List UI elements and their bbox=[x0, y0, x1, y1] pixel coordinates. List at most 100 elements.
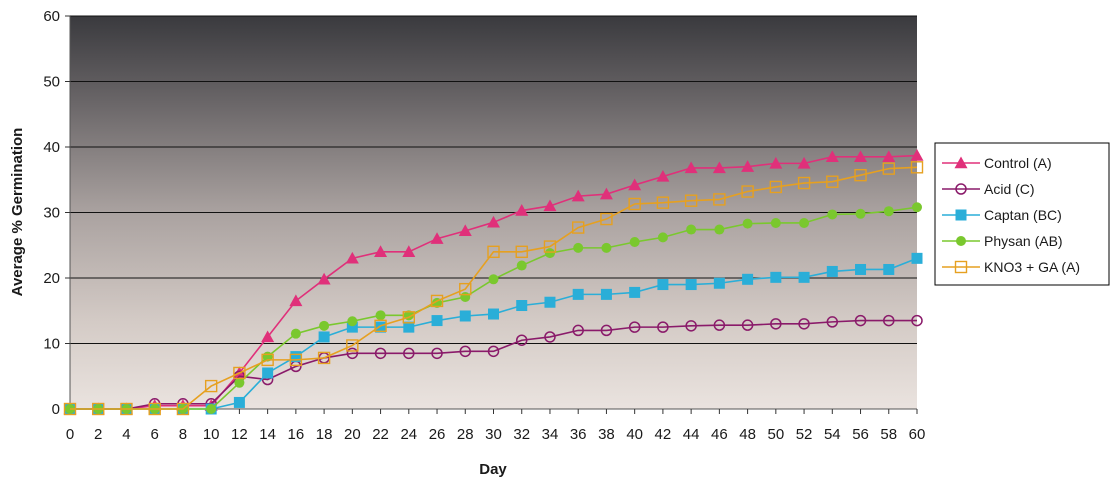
data-point bbox=[684, 161, 698, 174]
legend-item: Acid (C) bbox=[942, 181, 1035, 197]
data-point bbox=[402, 311, 415, 324]
data-point bbox=[797, 156, 811, 169]
series-4 bbox=[63, 161, 924, 416]
x-tick-label: 24 bbox=[400, 426, 417, 443]
data-point bbox=[572, 324, 584, 337]
data-point bbox=[572, 221, 585, 234]
data-point bbox=[290, 328, 301, 339]
data-point bbox=[317, 351, 331, 365]
legend-marker bbox=[955, 183, 967, 195]
data-point bbox=[912, 202, 922, 213]
y-tick-label: 20 bbox=[43, 270, 60, 287]
x-tick-label: 42 bbox=[655, 426, 672, 443]
x-tick-label: 6 bbox=[151, 426, 159, 443]
data-point bbox=[910, 149, 924, 161]
data-point bbox=[685, 279, 697, 291]
data-point bbox=[713, 193, 726, 206]
data-point bbox=[571, 189, 585, 202]
legend-item: KNO3 + GA (A) bbox=[942, 259, 1080, 275]
x-tick-label: 38 bbox=[598, 426, 615, 443]
data-point bbox=[375, 321, 387, 333]
legend-item: Captan (BC) bbox=[942, 207, 1062, 223]
x-tick-label: 54 bbox=[824, 426, 841, 443]
data-point bbox=[234, 377, 245, 388]
data-point bbox=[599, 187, 613, 200]
data-point bbox=[798, 271, 810, 283]
x-tick-label: 44 bbox=[683, 426, 700, 443]
x-tick-label: 36 bbox=[570, 426, 587, 443]
data-point bbox=[204, 379, 218, 393]
x-tick-label: 0 bbox=[66, 426, 74, 443]
data-point bbox=[769, 180, 783, 194]
data-point bbox=[882, 150, 896, 163]
data-point bbox=[742, 273, 754, 285]
data-point bbox=[770, 271, 782, 283]
data-point bbox=[797, 176, 811, 190]
data-point bbox=[600, 212, 613, 226]
x-tick-label: 28 bbox=[457, 426, 474, 443]
data-point bbox=[686, 224, 697, 235]
legend-item: Physan (AB) bbox=[942, 233, 1063, 249]
data-point bbox=[601, 242, 612, 253]
data-point bbox=[516, 260, 527, 271]
y-tick-label: 50 bbox=[43, 74, 60, 91]
data-point bbox=[120, 402, 133, 416]
data-point bbox=[854, 314, 867, 327]
data-point bbox=[544, 248, 555, 259]
data-point bbox=[487, 245, 500, 259]
x-tick-label: 50 bbox=[767, 426, 784, 443]
y-tick-label: 0 bbox=[52, 401, 60, 418]
data-point bbox=[148, 402, 161, 416]
legend-marker bbox=[954, 260, 968, 274]
data-point bbox=[289, 353, 303, 367]
x-tick-label: 4 bbox=[122, 426, 130, 443]
data-point bbox=[742, 218, 753, 229]
data-point bbox=[403, 321, 415, 333]
data-point bbox=[600, 324, 613, 337]
data-point bbox=[374, 319, 387, 333]
data-point bbox=[684, 194, 698, 207]
x-tick-label: 60 bbox=[909, 426, 926, 443]
data-point bbox=[289, 294, 303, 307]
y-axis-ticks: 0 10 20 30 40 50 60 bbox=[43, 8, 70, 418]
data-point bbox=[459, 282, 472, 296]
data-point bbox=[855, 208, 866, 219]
data-point bbox=[544, 296, 556, 308]
data-point bbox=[714, 224, 725, 235]
y-tick-label: 40 bbox=[43, 139, 60, 156]
x-tick-label: 8 bbox=[179, 426, 187, 443]
data-point bbox=[798, 318, 810, 330]
x-axis-ticks: 0 2 4 6 8 10 12 14 16 18 20 22 24 26 28 30 32 34 36 38 40 42 4… bbox=[66, 409, 926, 443]
data-point bbox=[487, 345, 500, 358]
x-tick-label: 2 bbox=[94, 426, 102, 443]
data-point bbox=[713, 277, 725, 289]
data-point bbox=[628, 321, 641, 333]
y-tick-label: 10 bbox=[43, 336, 60, 353]
data-point bbox=[345, 251, 359, 264]
data-point bbox=[657, 321, 669, 333]
data-point bbox=[515, 204, 529, 216]
data-point bbox=[826, 175, 839, 188]
data-point bbox=[656, 196, 670, 209]
x-tick-label: 16 bbox=[288, 426, 305, 443]
data-point bbox=[92, 402, 105, 416]
x-tick-label: 46 bbox=[711, 426, 728, 443]
legend-label: Control (A) bbox=[984, 155, 1052, 171]
data-point bbox=[430, 294, 444, 308]
data-point bbox=[544, 331, 556, 343]
data-point bbox=[628, 178, 642, 191]
data-point bbox=[262, 367, 274, 379]
data-point bbox=[573, 242, 584, 253]
data-point bbox=[770, 318, 782, 330]
data-point bbox=[799, 217, 810, 228]
data-point bbox=[431, 347, 443, 360]
data-point bbox=[487, 215, 500, 228]
data-point bbox=[854, 150, 868, 163]
legend-label: Acid (C) bbox=[984, 181, 1035, 197]
data-point bbox=[826, 265, 838, 277]
data-point bbox=[233, 366, 246, 380]
data-point bbox=[657, 232, 668, 243]
x-tick-label: 22 bbox=[372, 426, 389, 443]
data-point bbox=[712, 161, 726, 174]
